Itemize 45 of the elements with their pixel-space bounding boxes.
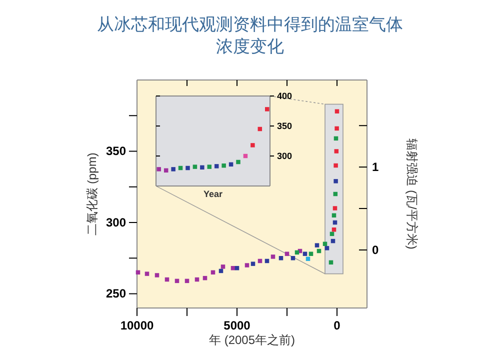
point xyxy=(192,164,198,169)
x-axis-title: Year xyxy=(203,189,223,199)
point xyxy=(214,164,219,168)
point xyxy=(156,167,162,172)
y-axis-title: 二氧化碳 (ppm) xyxy=(85,152,99,236)
point xyxy=(284,252,290,256)
point xyxy=(244,263,250,268)
point xyxy=(334,149,339,154)
point xyxy=(334,126,339,131)
point xyxy=(144,272,150,276)
point xyxy=(302,252,308,256)
point xyxy=(270,254,276,259)
y2-axis-title: 辐射强迫 (瓦/平方米) xyxy=(405,138,419,250)
y2-tick-label: 0 xyxy=(372,242,379,257)
point xyxy=(306,256,310,261)
y2-tick-label: 1 xyxy=(372,160,379,174)
x-tick-label: 10000 xyxy=(120,318,154,333)
point xyxy=(207,164,212,169)
y-tick-label: 250 xyxy=(106,286,126,301)
y-tick-label: 300 xyxy=(277,150,292,161)
x-tick-label: 5000 xyxy=(224,318,251,333)
point xyxy=(324,246,330,250)
y-tick-label: 300 xyxy=(106,215,126,230)
point xyxy=(154,273,160,278)
x-tick-label: 0 xyxy=(334,318,341,333)
point xyxy=(308,252,314,256)
chart-title: 从冰芯和现代观测资料中得到的温室气体浓度变化 xyxy=(97,15,403,56)
point xyxy=(314,243,320,248)
y-tick-label: 400 xyxy=(277,90,292,101)
point xyxy=(250,262,256,266)
point xyxy=(334,179,338,184)
point xyxy=(250,143,255,148)
point xyxy=(220,264,226,269)
point xyxy=(200,165,204,170)
x-axis-title: 年 (2005年之前) xyxy=(208,333,296,347)
point xyxy=(236,160,240,164)
point xyxy=(171,167,176,172)
point xyxy=(334,109,340,114)
point xyxy=(334,163,338,168)
point xyxy=(222,163,226,168)
point xyxy=(332,206,338,210)
y-tick-label: 350 xyxy=(106,144,126,158)
y-tick-label: 350 xyxy=(277,120,292,131)
point xyxy=(264,107,270,112)
point xyxy=(186,166,190,170)
